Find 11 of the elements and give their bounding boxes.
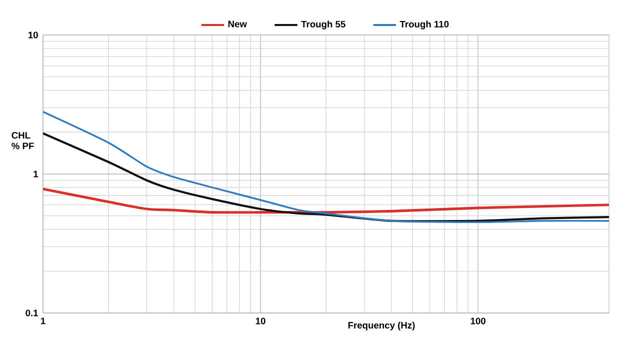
legend-label: Trough 55 (301, 20, 346, 30)
y-tick-label: 1 (34, 170, 38, 178)
y-axis-title: CHL % PF (12, 132, 34, 150)
legend-label: New (228, 20, 247, 28)
x-tick-label: 1 (41, 318, 46, 324)
x-tick-label: 100 (470, 318, 486, 324)
y-tick-label: 10 (28, 32, 38, 38)
x-tick-label: 10 (256, 318, 266, 324)
x-axis-title: Frequency (Hz) (348, 322, 415, 330)
legend-label: Trough 110 (400, 20, 449, 30)
y-tick-label: 0.1 (26, 310, 38, 316)
